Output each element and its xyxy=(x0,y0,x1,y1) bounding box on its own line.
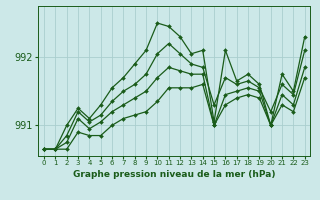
X-axis label: Graphe pression niveau de la mer (hPa): Graphe pression niveau de la mer (hPa) xyxy=(73,170,276,179)
